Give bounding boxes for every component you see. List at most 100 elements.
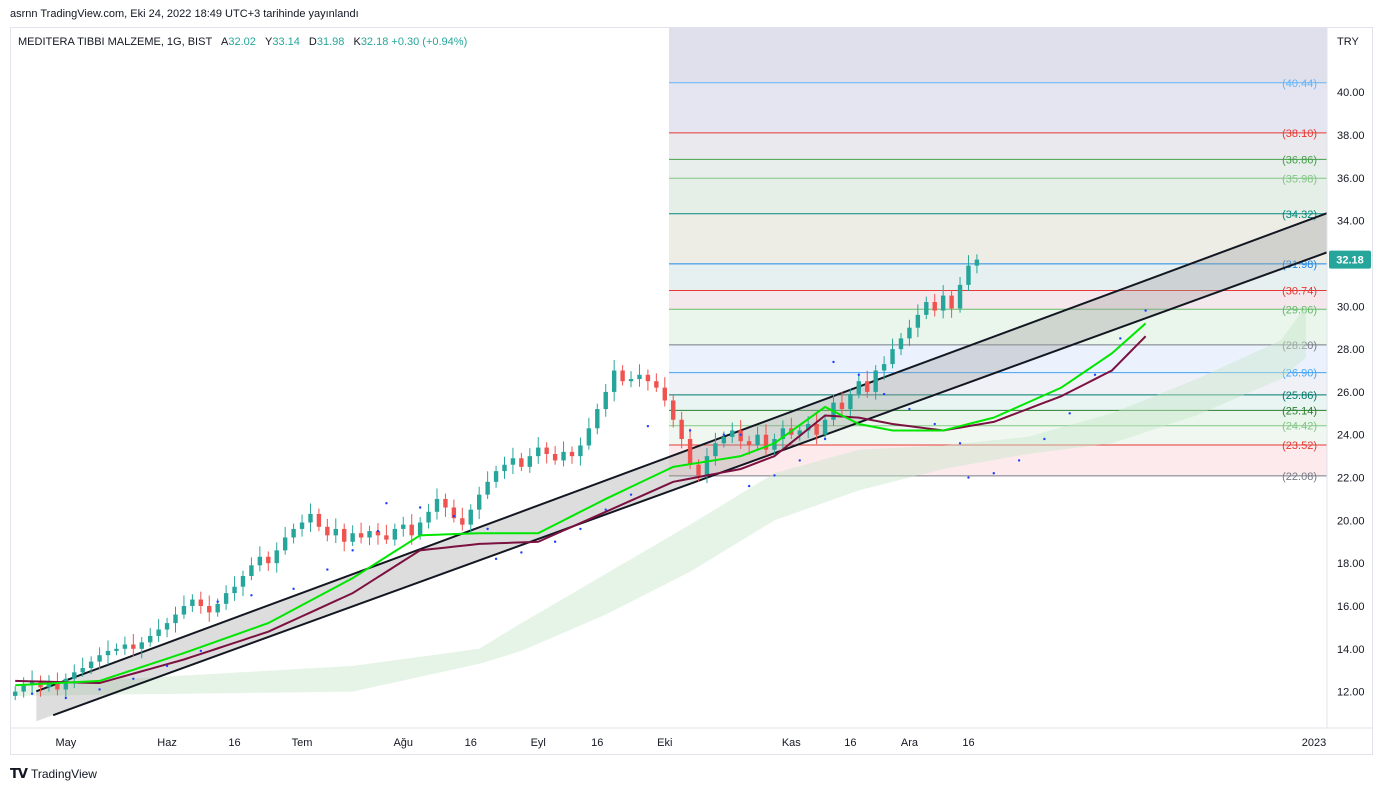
fib-zone <box>669 445 1327 476</box>
candle-body <box>907 327 912 339</box>
psar-dot <box>646 424 650 428</box>
psar-dot <box>579 527 582 531</box>
legend-close: 32.18 <box>360 36 389 48</box>
fib-zone-top <box>669 28 1327 83</box>
psar-dot <box>967 476 970 479</box>
y-tick-label: 14.00 <box>1337 644 1365 656</box>
psar-dot <box>292 587 295 591</box>
psar-dot <box>688 429 692 432</box>
candle-body <box>114 648 119 651</box>
x-tick-label: Haz <box>157 737 177 749</box>
psar-dot <box>908 407 911 411</box>
psar-dot <box>1068 412 1071 415</box>
candle-body <box>772 439 777 450</box>
x-tick-label: 2023 <box>1302 737 1326 749</box>
currency-label: TRY <box>1337 36 1359 48</box>
candle-body <box>88 661 94 669</box>
published-caption: asrnn TradingView.com, Eki 24, 2022 18:4… <box>10 8 359 20</box>
legend-close-label: K <box>353 36 361 48</box>
candle-body <box>13 691 18 696</box>
candle-body <box>350 533 355 542</box>
ema-fast-line <box>15 322 1147 687</box>
psar-dot <box>1144 309 1147 312</box>
y-tick-label: 28.00 <box>1337 344 1365 356</box>
candle-body <box>249 565 254 577</box>
y-tick-label: 16.00 <box>1337 601 1365 613</box>
candle-body <box>291 528 296 538</box>
chart-frame <box>10 27 1373 755</box>
candle-body <box>181 605 187 615</box>
fib-level-label: (31.98) <box>1282 259 1317 271</box>
candle-body <box>342 528 347 542</box>
fib-level-label: (25.14) <box>1282 405 1317 417</box>
candle-body <box>940 295 946 311</box>
candle-body <box>848 394 853 410</box>
footer-brand[interactable]: 𝗧𝗩 TradingView <box>10 766 97 782</box>
candle-body <box>131 644 136 649</box>
fib-zone <box>669 213 1327 264</box>
candle-body <box>274 550 279 564</box>
y-tick-label: 26.00 <box>1337 387 1365 399</box>
candle-body <box>603 391 608 410</box>
psar-dot <box>739 433 742 436</box>
x-tick-label: 16 <box>962 737 974 749</box>
candle-body <box>805 424 811 431</box>
fib-level-label: (24.42) <box>1282 421 1317 433</box>
candle-body <box>814 424 819 435</box>
candle-body <box>358 533 364 538</box>
x-tick-label: 16 <box>591 737 603 749</box>
psar-dot <box>823 437 827 441</box>
candle-body <box>434 498 440 512</box>
psar-dot <box>1017 459 1021 462</box>
candle-body <box>890 349 895 365</box>
candle-body <box>544 447 549 454</box>
candle-body <box>797 430 802 435</box>
candle-body <box>215 603 220 613</box>
candle-body <box>21 685 26 692</box>
candle-body <box>325 526 330 536</box>
fib-level-label: (30.74) <box>1282 285 1317 297</box>
psar-dot <box>326 568 329 571</box>
y-tick-label: 36.00 <box>1337 173 1365 185</box>
psar-dot <box>376 529 380 533</box>
candle-body <box>713 443 718 457</box>
fib-level-label: (22.08) <box>1282 471 1317 483</box>
candle-body <box>865 381 870 392</box>
candle-body <box>704 456 710 476</box>
candle-body <box>637 374 642 380</box>
candle-body <box>72 672 77 679</box>
psar-dot <box>773 474 776 477</box>
candle-body <box>493 471 499 482</box>
candle-body <box>426 511 431 523</box>
candle-body <box>536 447 541 457</box>
x-tick-label: 16 <box>228 737 240 749</box>
candle-body <box>476 494 482 510</box>
candle-body <box>409 524 414 536</box>
candle-body <box>299 522 305 529</box>
candle-body <box>561 451 566 461</box>
ema-slow-line <box>15 335 1147 685</box>
legend-symbol: MEDITERA TIBBI MALZEME, 1G, BIST <box>18 36 212 48</box>
candle-body <box>569 451 575 457</box>
x-tick-label: Eki <box>657 737 672 749</box>
fib-zone <box>669 132 1327 160</box>
tradingview-logo-icon: 𝗧𝗩 <box>10 766 28 781</box>
candle-body <box>207 605 212 613</box>
fib-zone <box>669 263 1327 291</box>
psar-dot <box>385 502 388 505</box>
psar-dot <box>933 422 936 426</box>
psar-dot <box>486 527 489 531</box>
candle-body <box>139 642 144 649</box>
candle-body <box>63 678 69 690</box>
x-tick-label: May <box>55 737 76 749</box>
fib-zone <box>669 344 1327 373</box>
psar-dot <box>722 433 726 436</box>
candle-body <box>485 481 490 495</box>
psar-dot <box>520 551 523 554</box>
fib-level-label: (35.98) <box>1282 173 1317 185</box>
y-tick-label: 30.00 <box>1337 301 1365 313</box>
candle-body <box>333 528 338 536</box>
chart-legend: MEDITERA TIBBI MALZEME, 1G, BIST A32.02 … <box>18 36 467 48</box>
candle-body <box>746 441 752 446</box>
